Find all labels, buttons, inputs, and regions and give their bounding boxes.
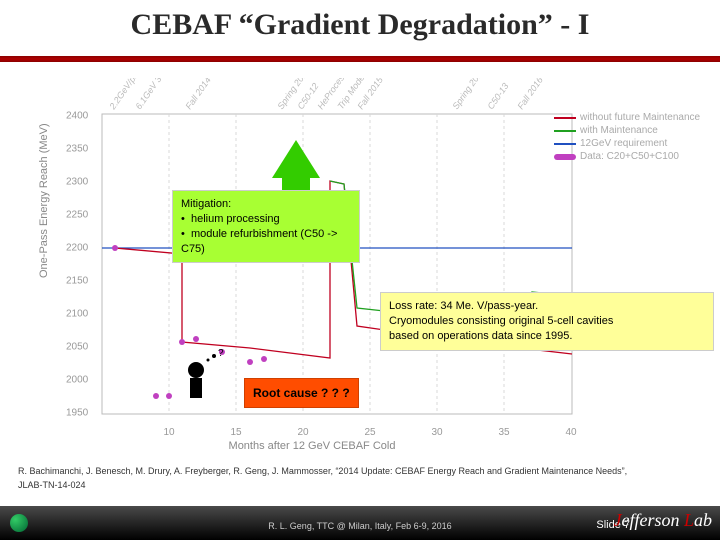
ytick: 1950 <box>66 408 88 419</box>
legend-swatch <box>554 154 576 160</box>
ytick: 2000 <box>66 375 88 386</box>
loss-line: Loss rate: 34 Me. V/pass-year. <box>389 299 705 314</box>
ytick: 2300 <box>66 177 88 188</box>
svg-text:C50-13: C50-13 <box>485 81 510 111</box>
ytick: 2050 <box>66 342 88 353</box>
y-axis-label: One-Pass Energy Reach (MeV) <box>38 123 50 278</box>
xtick: 15 <box>230 427 241 438</box>
thinking-person-cartoon: ? <box>180 348 226 402</box>
legend-swatch <box>554 117 576 119</box>
jefferson-lab-logo: Jefferson Lab <box>613 510 712 536</box>
xtick: 10 <box>163 427 174 438</box>
root-cause-callout: Root cause ? ? ? <box>244 378 359 408</box>
legend-label: with Maintenance <box>580 125 658 136</box>
title-divider <box>0 56 720 62</box>
xtick: 35 <box>498 427 509 438</box>
ytick: 2150 <box>66 276 88 287</box>
x-axis-label: Months after 12 GeV CEBAF Cold <box>32 440 592 452</box>
legend-label: without future Maintenance <box>580 112 700 123</box>
ytick: 2100 <box>66 309 88 320</box>
svg-text:Fall 2016 Physics: Fall 2016 Physics <box>515 78 564 111</box>
slide-footer: R. L. Geng, TTC @ Milan, Italy, Feb 6-9,… <box>0 506 720 540</box>
citation: R. Bachimanchi, J. Benesch, M. Drury, A.… <box>18 465 702 492</box>
xtick: 25 <box>364 427 375 438</box>
mitigation-callout: Mitigation: • helium processing • module… <box>172 190 360 263</box>
ytick: 2250 <box>66 210 88 221</box>
ytick: 2350 <box>66 144 88 155</box>
xtick: 20 <box>297 427 308 438</box>
legend-swatch <box>554 143 576 145</box>
xtick: 30 <box>431 427 442 438</box>
chart-legend: without future Maintenance with Maintena… <box>554 112 712 164</box>
svg-text:6.1GeV 3-pass: 6.1GeV 3-pass <box>133 78 176 111</box>
legend-swatch <box>554 130 576 132</box>
svg-text:?: ? <box>218 348 224 359</box>
loss-line: based on operations data since 1995. <box>389 329 705 344</box>
loss-rate-callout: Loss rate: 34 Me. V/pass-year. Cryomodul… <box>380 292 714 351</box>
svg-text:Fall 2014 Run: Fall 2014 Run <box>183 78 223 111</box>
citation-ref: JLAB-TN-14-024 <box>18 480 86 490</box>
legend-label: Data: C20+C50+C100 <box>580 151 679 162</box>
mitigation-heading: Mitigation: <box>181 197 351 212</box>
ytick: 2200 <box>66 243 88 254</box>
ytick: 2400 <box>66 111 88 122</box>
slide-title: CEBAF “Gradient Degradation” - I <box>0 8 720 42</box>
mitigation-item: module refurbishment (C50 -> C75) <box>181 228 337 255</box>
legend-label: 12GeV requirement <box>580 138 667 149</box>
xtick: 40 <box>565 427 576 438</box>
citation-authors: R. Bachimanchi, J. Benesch, M. Drury, A.… <box>18 466 627 476</box>
loss-line: Cryomodules consisting original 5-cell c… <box>389 314 705 329</box>
mitigation-item: helium processing <box>191 213 280 225</box>
